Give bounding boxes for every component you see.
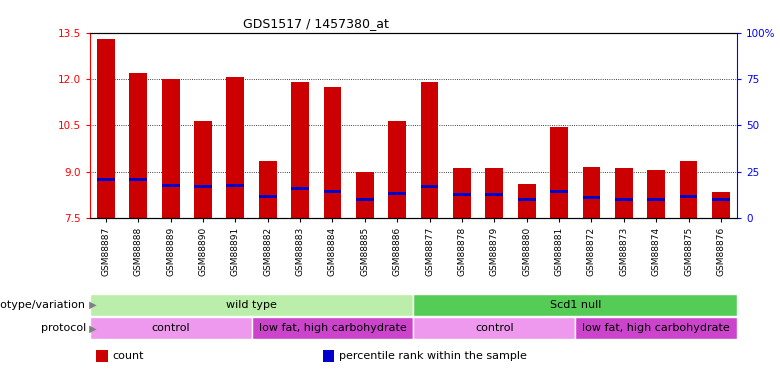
- Bar: [129, 178, 147, 181]
- Bar: [388, 121, 406, 218]
- Text: ▶: ▶: [86, 300, 97, 309]
- Bar: [194, 121, 212, 218]
- Bar: [324, 87, 342, 218]
- Bar: [226, 78, 244, 218]
- Bar: [647, 170, 665, 218]
- Bar: [615, 168, 633, 218]
- Bar: [356, 198, 374, 201]
- Text: count: count: [112, 351, 144, 361]
- Bar: [194, 185, 212, 189]
- Bar: [712, 198, 730, 201]
- Text: protocol: protocol: [41, 323, 86, 333]
- Bar: [291, 82, 309, 218]
- Bar: [453, 193, 471, 196]
- Text: ▶: ▶: [86, 323, 97, 333]
- Bar: [420, 82, 438, 218]
- Text: control: control: [151, 323, 190, 333]
- Bar: [679, 161, 697, 218]
- Bar: [518, 198, 536, 201]
- Bar: [550, 127, 568, 218]
- Text: low fat, high carbohydrate: low fat, high carbohydrate: [259, 323, 406, 333]
- Bar: [647, 198, 665, 201]
- Text: percentile rank within the sample: percentile rank within the sample: [339, 351, 526, 361]
- Text: low fat, high carbohydrate: low fat, high carbohydrate: [583, 323, 730, 333]
- Bar: [485, 193, 503, 196]
- Text: genotype/variation: genotype/variation: [0, 300, 86, 309]
- Bar: [97, 39, 115, 218]
- Bar: [550, 190, 568, 193]
- Bar: [583, 196, 601, 199]
- Bar: [90, 294, 413, 315]
- Bar: [97, 178, 115, 181]
- Bar: [259, 195, 277, 198]
- Bar: [96, 350, 108, 362]
- Bar: [420, 185, 438, 189]
- Bar: [413, 317, 576, 339]
- Bar: [485, 168, 503, 218]
- Bar: [453, 168, 471, 218]
- Text: control: control: [475, 323, 514, 333]
- Title: GDS1517 / 1457380_at: GDS1517 / 1457380_at: [243, 17, 389, 30]
- Bar: [259, 161, 277, 218]
- Bar: [615, 198, 633, 201]
- Bar: [518, 184, 536, 218]
- Bar: [576, 317, 737, 339]
- Bar: [388, 192, 406, 195]
- Bar: [413, 294, 737, 315]
- Bar: [712, 192, 730, 218]
- Bar: [129, 73, 147, 218]
- Text: Scd1 null: Scd1 null: [550, 300, 601, 309]
- Bar: [583, 167, 601, 218]
- Bar: [90, 317, 251, 339]
- Bar: [161, 184, 179, 187]
- Bar: [679, 195, 697, 198]
- Text: wild type: wild type: [226, 300, 277, 309]
- Bar: [324, 190, 342, 193]
- Bar: [251, 317, 413, 339]
- Bar: [323, 350, 335, 362]
- Bar: [161, 79, 179, 218]
- Bar: [291, 187, 309, 190]
- Bar: [226, 184, 244, 187]
- Bar: [356, 171, 374, 218]
